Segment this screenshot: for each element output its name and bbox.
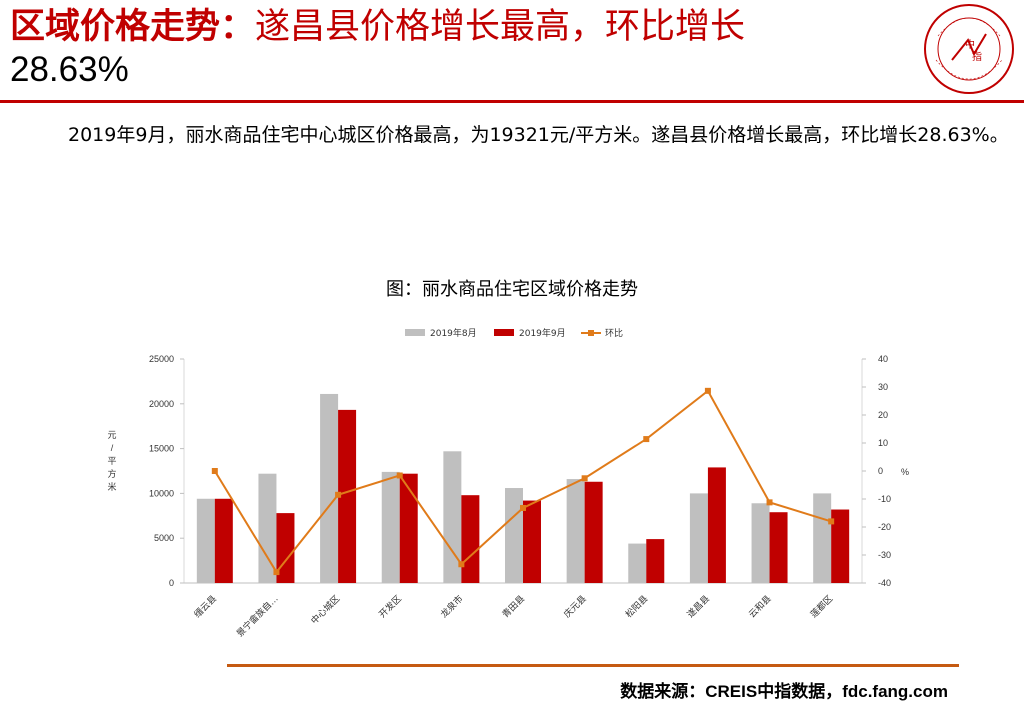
y2-tick-label: 40 [878,354,888,364]
bar-2019-08 [689,493,708,583]
legend-swatch-sep [494,329,514,336]
y-tick-label: 5000 [154,533,174,543]
bar-2019-08 [320,393,339,583]
data-source: 数据来源：CREIS中指数据，fdc.fang.com [620,682,948,701]
title-rest: 遂昌县价格增长最高，环比增长 [255,7,746,47]
legend-label-aug: 2019年8月 [430,327,477,339]
title-line1: 区域价格走势：遂昌县价格增长最高，环比增长 [10,6,915,48]
footer-divider [227,664,959,667]
y-tick-label: 15000 [149,444,174,454]
legend-label-sep: 2019年9月 [519,327,566,339]
x-tick-label: 青田县 [500,593,528,621]
summary-paragraph: 2019年9月，丽水商品住宅中心城区价格最高，为19321元/平方米。遂昌县价格… [68,124,1009,146]
y-tick-label: 20000 [149,399,174,409]
y2-tick-label: -10 [878,494,891,504]
bar-2019-09 [461,495,480,583]
bar-2019-09 [707,467,726,583]
y2-tick-label: -40 [878,578,891,588]
x-tick-label: 景宁畲族自… [234,593,281,640]
x-tick-label: 松阳县 [623,593,651,621]
title-bold: 区域价格走势： [10,7,256,47]
y-axis-label-char: 方 [107,468,116,479]
x-tick-label: 莲都区 [808,593,836,621]
title-divider [0,100,1024,103]
y-axis-label-char: 元 [107,430,116,440]
point-mom [828,518,835,525]
bar-2019-08 [628,543,647,583]
point-mom [458,561,465,568]
bar-2019-09 [584,481,603,583]
legend-marker-mom [588,330,594,336]
y2-tick-label: -20 [878,522,891,532]
point-mom [704,387,711,394]
bar-2019-09 [646,539,665,583]
point-mom [273,569,280,576]
title-line2: 28.63% [10,50,129,89]
legend-swatch-aug [405,329,425,336]
point-mom [396,472,403,479]
point-mom [335,491,342,498]
point-mom [581,475,588,482]
x-tick-label: 庆元县 [561,593,589,621]
x-tick-label: 开发区 [376,593,404,621]
bar-2019-08 [751,503,770,583]
bar-2019-08 [505,488,523,583]
x-tick-label: 遂昌县 [684,593,712,621]
logo-text-1: 中 [965,38,975,51]
bar-2019-08 [196,498,215,583]
chart-title: 图：丽水商品住宅区域价格走势 [386,279,638,300]
bar-2019-09 [769,512,788,583]
bar-2019-08 [566,479,585,583]
bar-2019-09 [831,509,850,583]
y2-tick-label: 0 [878,466,883,476]
x-tick-label: 云和县 [747,593,774,620]
x-tick-label: 缙云县 [191,593,219,621]
y-tick-label: 0 [169,578,174,588]
bar-2019-09 [399,473,418,583]
bar-2019-08 [258,473,277,583]
y2-axis-label: % [901,467,909,477]
china-index-academy-seal-icon: 中 指 [924,4,1014,94]
point-mom [520,504,526,511]
bar-2019-08 [813,493,832,583]
page-title: 区域价格走势：遂昌县价格增长最高，环比增长 28.63% [10,6,915,92]
x-tick-label: 龙泉市 [438,593,466,621]
legend-label-mom: 环比 [605,327,623,339]
point-mom [766,499,773,506]
bar-2019-08 [381,471,400,583]
bar-2019-08 [443,451,462,583]
point-mom [643,436,650,443]
bar-2019-09 [338,409,357,583]
y2-tick-label: 30 [878,382,888,392]
bar-2019-09 [523,500,541,583]
y2-tick-label: 10 [878,438,888,448]
x-tick-label: 中心城区 [308,593,342,627]
y-tick-label: 25000 [149,354,174,364]
y2-tick-label: 20 [878,410,888,420]
y-tick-label: 10000 [149,488,174,498]
y-axis-label-char: / [111,443,114,453]
y2-tick-label: -30 [878,550,891,560]
y-axis-label-char: 平 [107,456,116,466]
logo-text-2: 指 [972,50,982,63]
bar-2019-09 [214,498,233,583]
point-mom [211,468,218,474]
y-axis-label-char: 米 [107,481,116,492]
